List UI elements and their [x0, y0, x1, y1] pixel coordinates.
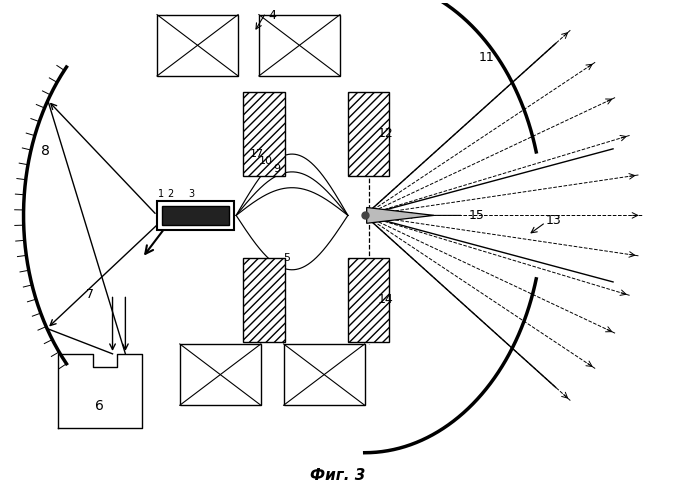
Bar	[348, 92, 389, 176]
Text: 14: 14	[378, 293, 393, 306]
Text: 13: 13	[546, 214, 561, 227]
Bar	[259, 14, 340, 76]
Text: Фиг. 3: Фиг. 3	[310, 468, 366, 483]
Text: 9: 9	[273, 164, 281, 174]
Bar	[243, 258, 285, 342]
Text: 1: 1	[158, 188, 164, 198]
Bar	[180, 344, 261, 406]
Text: 17: 17	[250, 149, 264, 159]
Text: 4: 4	[269, 8, 276, 22]
Text: 11: 11	[479, 50, 494, 64]
Bar	[157, 14, 238, 76]
Text: 6: 6	[95, 399, 104, 413]
Text: 2: 2	[167, 188, 173, 198]
Text: 15: 15	[468, 209, 485, 222]
Bar	[284, 344, 364, 406]
Polygon shape	[366, 208, 434, 224]
Bar	[243, 92, 285, 176]
Text: 5: 5	[283, 253, 290, 263]
Text: 10: 10	[259, 156, 273, 166]
Bar	[157, 200, 234, 230]
Bar	[162, 206, 229, 226]
Text: 3: 3	[189, 188, 195, 198]
Bar	[348, 258, 389, 342]
Text: 7: 7	[86, 288, 94, 301]
Text: 8: 8	[41, 144, 50, 158]
Text: 12: 12	[378, 127, 393, 140]
